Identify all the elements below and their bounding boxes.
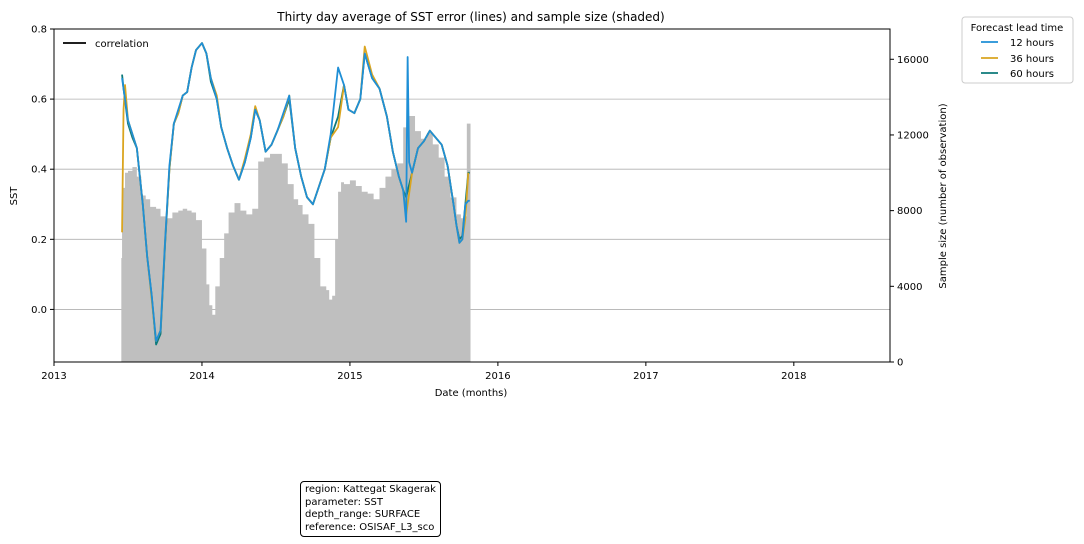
y-tick-label: 0.8 [31,25,47,36]
y2-tick-label: 12000 [897,130,929,141]
sample-size-shade [121,116,471,362]
sample-size-area [121,116,471,362]
legend-label-60h: 60 hours [1010,69,1054,80]
y2-axis-label: Sample size (number of observation) [938,103,949,288]
series-layer [121,42,470,346]
legend-frame [961,16,1074,84]
y-tick-label: 0.2 [31,235,47,246]
x-tick-label: 2013 [41,371,66,382]
x-tick-label: 2017 [633,371,658,382]
y2-tick-label: 0 [897,358,903,369]
x-tick-label: 2016 [485,371,510,382]
chart-title: Thirty day average of SST error (lines) … [276,10,664,24]
legend-label-36h: 36 hours [1010,54,1054,65]
y2-tick-label: 4000 [897,282,922,293]
y-axis: 0.0 0.2 0.4 0.6 0.8 [31,25,54,316]
y-tick-label: 0.6 [31,95,47,106]
x-tick-label: 2018 [781,371,806,382]
x-axis-label: Date (months) [435,388,508,399]
info-parameter: parameter: SST [305,496,383,508]
y-tick-label: 0.0 [31,305,47,316]
lead-time-legend: Forecast lead time 12 hours 36 hours 60 … [961,16,1074,84]
x-axis: 2013 2014 2015 2016 2017 2018 [41,362,807,382]
y2-axis: 0 4000 8000 12000 16000 [890,55,929,369]
y-axis-label: SST [9,186,20,206]
legend-label-12h: 12 hours [1010,38,1054,49]
correlation-legend-label: correlation [95,39,149,50]
x-tick-label: 2015 [337,371,362,382]
info-reference: reference: OSISAF_L3_sco [305,521,435,533]
main-legend: correlation [63,39,149,50]
series-line-12-hours [121,42,470,342]
y-tick-label: 0.4 [31,165,47,176]
plot-frame [53,28,891,363]
info-depth-range: depth_range: SURFACE [305,509,421,520]
x-tick-label: 2014 [189,371,214,382]
y2-tick-label: 16000 [897,55,929,66]
info-box: region: Kattegat Skagerak parameter: SST… [300,481,441,537]
legend-title: Forecast lead time [971,23,1064,34]
info-region: region: Kattegat Skagerak [305,484,436,495]
y2-tick-label: 8000 [897,206,922,217]
